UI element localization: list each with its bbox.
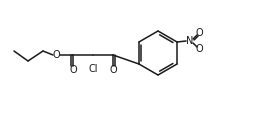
Text: O: O	[52, 50, 60, 60]
Text: O: O	[195, 28, 203, 38]
Text: O: O	[109, 65, 117, 75]
Text: O: O	[195, 44, 203, 54]
Text: Cl: Cl	[88, 64, 98, 74]
Text: N: N	[186, 36, 194, 46]
Text: O: O	[69, 65, 77, 75]
